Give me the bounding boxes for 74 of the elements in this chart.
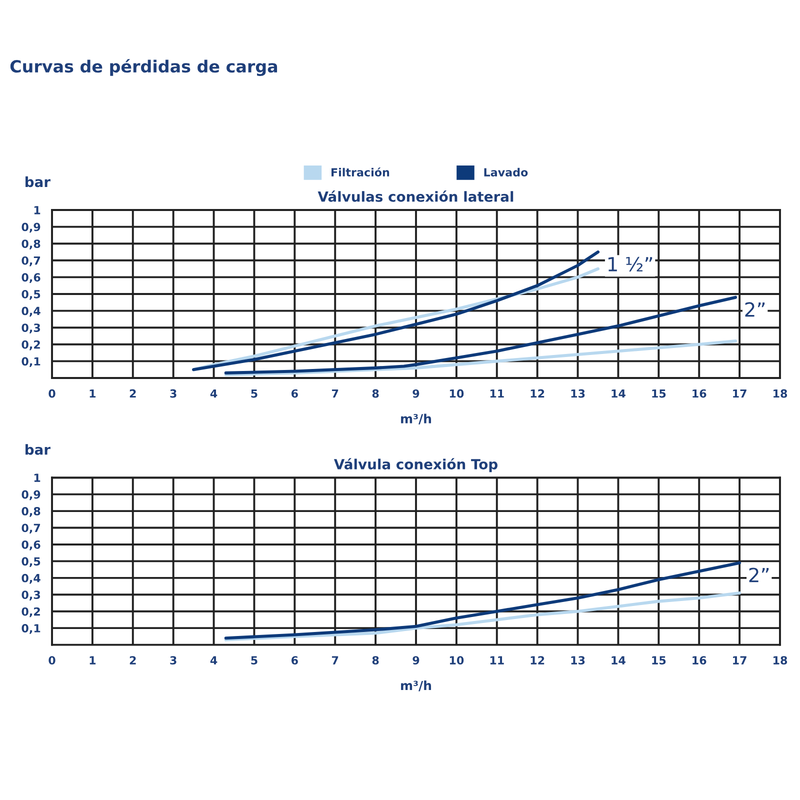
x-tick-label: 8 [372,389,379,398]
x-tick-label: 1 [90,389,96,398]
y-axis-title: bar [26,176,50,188]
y-tick-label: 0,1 [22,624,40,634]
y-tick-label: 0,3 [22,324,40,334]
x-tick-label: 5 [251,656,258,665]
y-tick-label: 0,8 [22,507,40,517]
x-tick-label: 8 [372,656,379,665]
x-tick-label: 3 [170,656,176,665]
y-tick-label: 0,3 [22,590,40,600]
x-axis-title: m³/h [401,414,432,424]
x-tick-label: 18 [774,389,788,398]
y-tick-label: 0,4 [22,306,40,317]
y-tick-label: 0,6 [22,273,40,283]
x-axis-title: m³/h [401,680,432,692]
y-tick-label: 0,9 [22,222,40,233]
x-tick-label: 9 [412,656,420,665]
x-tick-label: 5 [251,389,258,398]
annotation: 2” [745,302,765,317]
y-tick-label: 1 [34,206,40,214]
x-tick-label: 12 [530,389,544,398]
x-tick-label: 7 [332,656,338,664]
line-series [224,296,738,374]
x-tick-label: 6 [291,656,298,665]
y-tick-label: 0,8 [22,240,40,250]
x-tick-label: 12 [530,656,544,664]
x-tick-label: 10 [450,656,464,665]
y-tick-label: 1 [34,474,40,482]
text: Curvas de pérdidas de carga [10,59,278,76]
y-tick-label: 0,2 [22,607,40,618]
x-tick-label: 1 [90,656,96,664]
line-series [224,340,738,376]
chart-title: Válvula conexión Top [334,458,498,472]
annotation: 1 ½” [608,256,652,272]
x-tick-label: 4 [210,656,218,664]
annotation: 2” [749,568,769,582]
x-tick-label: 14 [612,389,626,398]
y-tick-label: 0,7 [22,256,40,266]
x-tick-label: 11 [490,389,504,398]
legend-label: Filtración [332,167,390,176]
x-tick-label: 0 [48,389,56,398]
y-tick-label: 0,7 [22,524,40,534]
x-tick-label: 6 [291,389,298,398]
line-series [224,591,742,642]
x-tick-label: 10 [450,389,464,398]
y-tick-label: 0,5 [22,557,40,567]
y-tick-label: 0,2 [22,340,40,350]
x-tick-label: 17 [733,656,746,664]
x-tick-label: 17 [733,389,746,398]
legend-label: Lavado [484,168,528,176]
line-series [224,561,742,640]
x-tick-label: 18 [774,656,788,665]
y-tick-label: 0,1 [22,357,40,367]
x-tick-label: 16 [692,389,706,398]
x-tick-label: 9 [412,389,420,398]
x-tick-label: 2 [130,656,136,664]
x-tick-label: 16 [692,656,706,665]
chart-title: Válvulas conexión lateral [318,190,514,202]
x-tick-label: 13 [571,389,585,398]
x-tick-label: 7 [332,389,338,398]
y-axis-title: bar [26,444,50,455]
y-tick-label: 0,5 [22,290,40,300]
x-tick-label: 15 [652,656,666,665]
x-tick-label: 3 [170,389,176,398]
x-tick-label: 13 [571,656,585,665]
x-tick-label: 11 [490,656,504,664]
x-tick-label: 0 [48,656,56,665]
y-tick-label: 0,6 [22,540,40,550]
x-tick-label: 4 [210,389,218,398]
y-tick-label: 0,4 [22,574,40,584]
y-tick-label: 0,9 [22,490,40,500]
x-tick-label: 14 [612,656,626,664]
x-tick-label: 2 [130,389,136,398]
x-tick-label: 15 [652,389,666,398]
